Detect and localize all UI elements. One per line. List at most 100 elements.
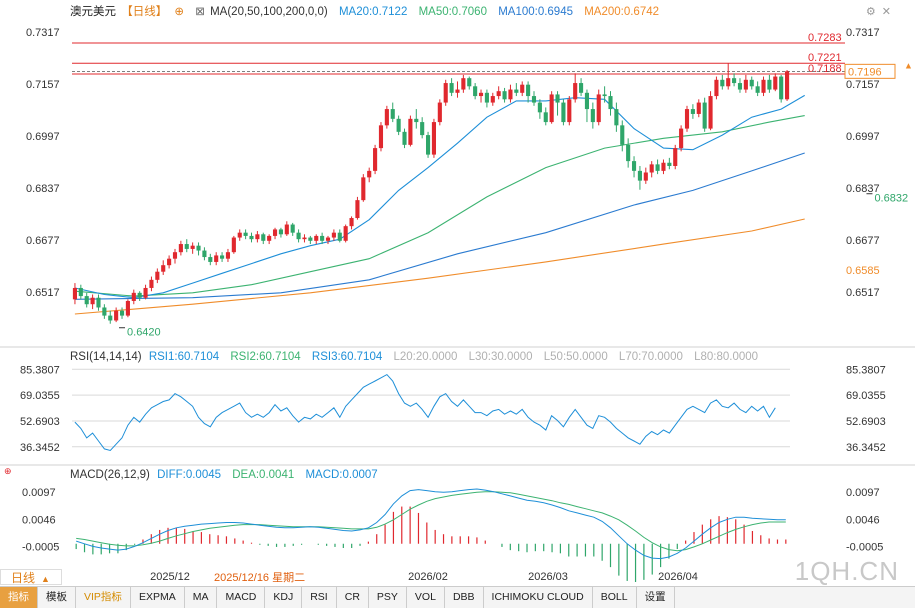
tab-8[interactable]: CR [337,587,369,608]
current-price-box [844,63,896,79]
tab-4[interactable]: MA [185,587,218,608]
candle-body [119,310,125,316]
candle-body [596,94,601,123]
candle-body [431,122,437,155]
candle-body [437,102,442,123]
candle-body [155,271,160,280]
ma200-line [74,218,805,315]
candle-body [543,112,548,123]
candle-body [320,235,325,241]
candle-body [414,118,419,123]
main-y-tick-right: 0.6677 [846,235,880,247]
candle-body [261,234,266,241]
candle-body [308,237,313,241]
candle-body [184,244,189,249]
candle-body [467,78,472,87]
candle-body [720,79,725,87]
candle-body [708,96,713,129]
candle-body [373,148,378,171]
tab-2[interactable]: VIP指标 [76,587,131,608]
indicator-tab-bar: 指标 模板 VIP指标 EXPMA MA MACD KDJ RSI CR PSY VOL DBB ICH… [0,586,915,608]
macd-label: MACD(26,12,9) [70,469,150,481]
ma20-value: MA20:0.7122 [338,6,408,18]
candle-body [514,89,519,93]
rsi-l80: L80:80.0000 [694,351,759,363]
tab-7[interactable]: RSI [302,587,337,608]
candle-body [296,232,301,240]
tab-3[interactable]: EXPMA [131,587,185,608]
macd-y-tick-left: 0.0097 [22,487,56,499]
tab-11[interactable]: DBB [445,587,484,608]
candle-body [449,83,454,93]
candle-body [208,257,213,262]
tab-12[interactable]: ICHIMOKU CLOUD [484,587,593,608]
tab-0[interactable]: 指标 [0,587,38,608]
candle-body [72,287,78,300]
ma200-value: MA200:0.6742 [584,6,660,18]
candle-body [396,118,401,132]
candle-body [696,102,701,114]
candle-body [178,244,183,253]
period-tab[interactable]: 日线 ▲ [0,569,62,585]
candle-body [579,83,584,93]
ma100-value: MA100:0.6945 [498,6,573,18]
candle-body [749,79,754,87]
close-icon[interactable]: ✕ [881,6,897,18]
rsi-header: RSI(14,14,14) RSI1:60.7104 RSI2:60.7104 … [70,351,766,363]
candle-body [225,252,231,259]
candle-body [478,92,484,97]
candle-body [637,170,642,181]
rsi-y-tick-right: 52.6903 [846,416,886,428]
add-indicator-icon[interactable]: ⊕ [174,6,185,18]
rsi-line [74,373,776,452]
candle-body [302,237,307,240]
rsi-y-tick-right: 36.3452 [846,442,886,454]
main-y-tick-right: 0.7317 [846,27,880,39]
candle-body [567,99,572,123]
rsi1-value: RSI1:60.7104 [148,351,220,363]
tab-13[interactable]: BOLL [593,587,637,608]
candle-body [378,125,384,149]
candle-body [684,109,690,129]
candle-body [755,86,760,93]
ma20-line [74,94,805,299]
price-line-label: 0.7188 [808,63,842,75]
main-y-tick-right: 0.6837 [846,183,880,195]
candle-body [78,287,83,297]
candle-body [108,315,113,321]
chart-toolbar[interactable]: ⚙✕ [866,5,897,18]
candle-body [272,229,278,236]
tab-6[interactable]: KDJ [265,587,303,608]
chart-canvas[interactable]: 0.7317 0.7317 0.7157 0.7157 0.6997 0.6997 0.68… [0,0,915,586]
tab-1[interactable]: 模板 [38,587,76,608]
candle-body [702,102,707,129]
candle-body [125,300,130,316]
ma-settings-icon[interactable]: ⊠ [195,6,205,18]
candle-body [167,258,172,266]
candle-body [337,232,342,241]
candle-body [96,297,101,308]
rsi3-value: RSI3:60.7104 [311,351,383,363]
candle-body [655,164,660,171]
tab-9[interactable]: PSY [369,587,407,608]
tab-10[interactable]: VOL [407,587,445,608]
candle-body [443,83,448,103]
macd-dea-line [76,491,786,552]
rsi-y-tick-left: 52.6903 [20,416,60,428]
candle-body [237,232,242,238]
main-y-tick-right: 0.6997 [846,131,880,143]
x-axis-label: 2026/03 [528,571,568,583]
macd-y-tick-right: 0.0046 [846,514,880,526]
target-icon[interactable]: ⊕ [4,466,12,476]
macd-header: MACD(26,12,9) DIFF:0.0045 DEA:0.0041 MAC… [70,469,386,481]
tab-5[interactable]: MACD [217,587,266,608]
gear-icon[interactable]: ⚙ [865,6,882,18]
candle-body [361,177,366,201]
ma200-right-label: 0.6585 [846,265,880,277]
candle-body [202,250,207,258]
candle-body [314,235,319,241]
candle-body [661,162,666,171]
period-label[interactable]: 【日线】 [121,6,168,18]
tab-14[interactable]: 设置 [637,587,675,608]
candle-body [355,200,360,219]
